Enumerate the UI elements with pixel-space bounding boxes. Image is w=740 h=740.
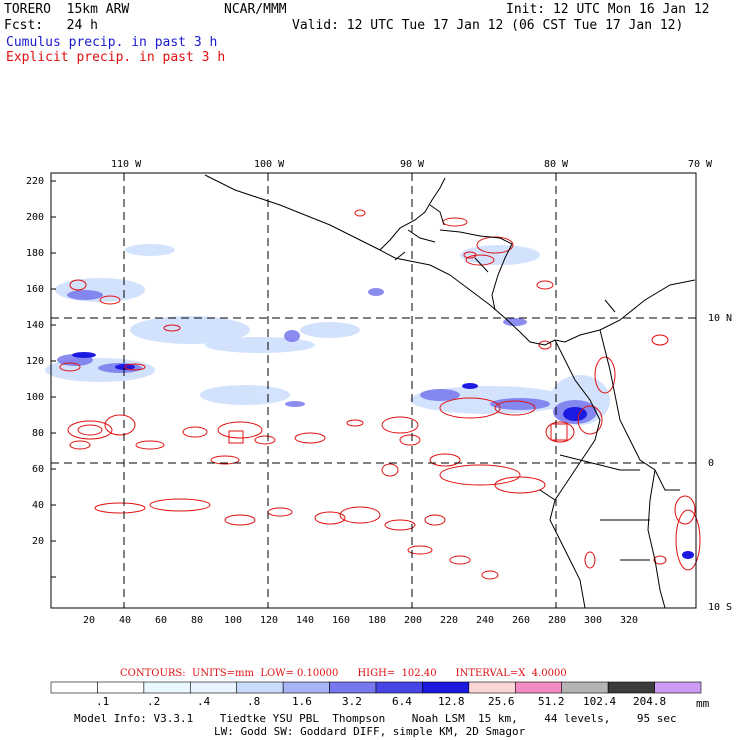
contours-info: CONTOURS: UNITS=mm LOW= 0.10000 HIGH= 10…: [120, 668, 567, 679]
lon-label: 110 W: [111, 159, 142, 170]
axis-ticks: [51, 180, 56, 578]
scale-value: 3.2: [342, 695, 362, 708]
x-tick: 20: [83, 615, 96, 626]
valid-time: Valid: 12 UTC Tue 17 Jan 12 (06 CST Tue …: [292, 18, 684, 33]
x-tick: 200: [404, 615, 423, 626]
marker-box-2: [550, 423, 568, 441]
scale-swatch: [97, 681, 145, 694]
x-tick: 220: [440, 615, 459, 626]
y-tick: 20: [32, 536, 45, 547]
x-tick: 240: [476, 615, 495, 626]
scale-value: .2: [147, 695, 161, 708]
scale-value: 6.4: [392, 695, 412, 708]
scale-value: .8: [247, 695, 261, 708]
marker-box: [228, 430, 244, 444]
model-info: Model Info: V3.3.1 Tiedtke YSU PBL Thomp…: [74, 712, 677, 725]
lat-label: 10 S: [708, 602, 733, 613]
scale-value: 204.8: [633, 695, 667, 708]
lon-label: 80 W: [544, 159, 569, 170]
lat-lon-grid: [51, 173, 696, 608]
lon-label: 100 W: [254, 159, 285, 170]
cumulus-precip-shading: [45, 244, 694, 559]
x-tick: 140: [296, 615, 315, 626]
x-tick: 120: [260, 615, 279, 626]
scale-swatch: [468, 681, 516, 694]
org-label: NCAR/MMM: [224, 2, 287, 17]
scale-swatch: [236, 681, 284, 694]
x-tick: 100: [224, 615, 243, 626]
lat-label: 0: [708, 458, 715, 469]
y-tick: 180: [26, 248, 45, 259]
scale-swatch: [375, 681, 423, 694]
y-tick: 60: [32, 464, 45, 475]
y-tick: 40: [32, 500, 45, 511]
color-scale: [50, 681, 702, 694]
scale-swatch: [514, 681, 563, 694]
x-tick: 180: [368, 615, 387, 626]
scale-swatch: [50, 681, 98, 694]
y-tick: 220: [26, 176, 45, 187]
x-tick: 260: [512, 615, 531, 626]
lat-label: 10 N: [708, 313, 733, 324]
x-tick: 60: [155, 615, 168, 626]
x-tick: 280: [548, 615, 567, 626]
x-tick: 320: [620, 615, 639, 626]
scale-swatch: [654, 681, 702, 694]
scale-unit: mm: [696, 697, 710, 710]
scale-value: 1.6: [292, 695, 312, 708]
scale-swatch: [282, 681, 330, 694]
y-tick: 160: [26, 284, 45, 295]
y-tick: 80: [32, 428, 45, 439]
x-tick: 80: [191, 615, 204, 626]
scale-value: 12.8: [438, 695, 465, 708]
explicit-legend: Explicit precip. in past 3 h: [6, 50, 226, 65]
scale-swatch: [329, 681, 377, 694]
cumulus-legend: Cumulus precip. in past 3 h: [6, 35, 218, 50]
scale-value: 102.4: [583, 695, 617, 708]
scale-swatch: [189, 681, 238, 694]
init-time: Init: 12 UTC Mon 16 Jan 12: [506, 2, 710, 17]
scale-swatch: [422, 681, 470, 694]
scale-swatch: [143, 681, 191, 694]
y-tick: 100: [26, 392, 45, 403]
y-tick: 140: [26, 320, 45, 331]
scale-value: .1: [96, 695, 110, 708]
lon-label: 70 W: [688, 159, 713, 170]
y-tick: 200: [26, 212, 45, 223]
forecast-hour: Fcst: 24 h: [4, 18, 98, 33]
x-tick: 300: [584, 615, 603, 626]
coastlines: [204, 174, 696, 609]
x-tick: 40: [119, 615, 132, 626]
scale-value: 25.6: [488, 695, 515, 708]
lon-label: 90 W: [400, 159, 425, 170]
scale-swatch: [607, 681, 655, 694]
scale-value: .4: [197, 695, 211, 708]
scale-value: 51.2: [538, 695, 565, 708]
map-frame: [50, 172, 697, 609]
model-info-physics: LW: Godd SW: Goddard DIFF, simple KM, 2D…: [214, 725, 526, 738]
y-tick: 120: [26, 356, 45, 367]
x-tick: 160: [332, 615, 351, 626]
scale-swatch: [561, 681, 609, 694]
model-title: TORERO 15km ARW: [4, 2, 130, 17]
